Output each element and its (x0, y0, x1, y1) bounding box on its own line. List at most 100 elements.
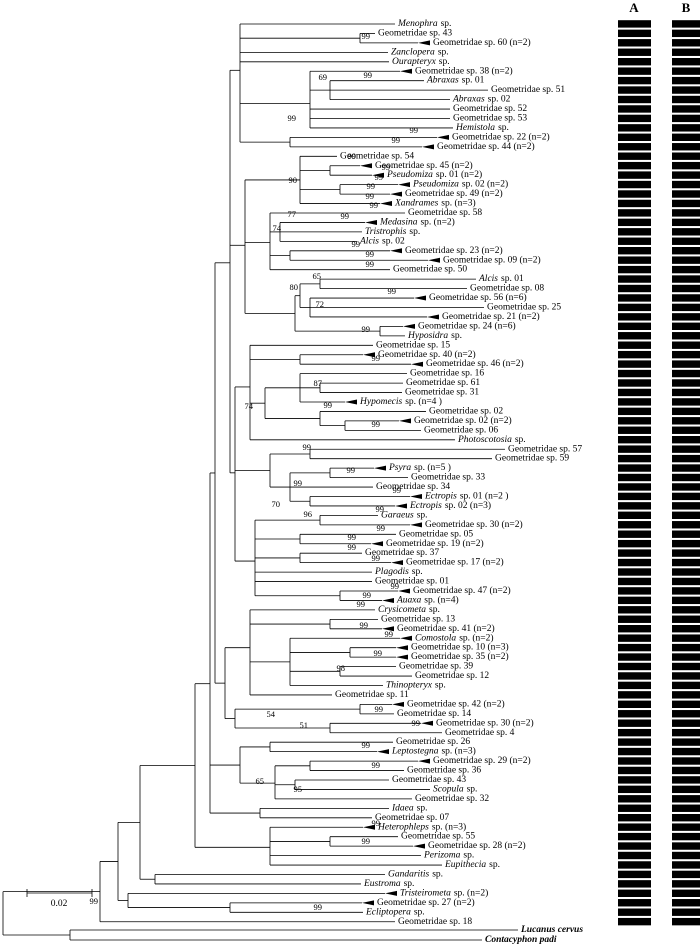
column-bar (618, 681, 651, 690)
column-bar (618, 851, 651, 860)
column-bar (672, 615, 700, 623)
bootstrap-value: 96 (304, 509, 313, 519)
collapsed-clade (427, 314, 439, 320)
column-bar (618, 511, 651, 519)
taxon-name: Geometridae sp. 40 (n=2) (378, 349, 476, 360)
column-bar (618, 776, 651, 784)
taxon-name: sp. (414, 907, 425, 917)
tip-label: Pseudomiza sp. 01 (n=2) (386, 169, 482, 180)
column-bar (618, 247, 651, 255)
column-bar (672, 549, 700, 557)
column-bar (618, 48, 651, 56)
taxon-name: Geometridae sp. 01 (375, 577, 449, 587)
taxon-name: Geometridae sp. 14 (397, 709, 471, 719)
tip-label: Geometridae sp. 60 (n=2) (433, 37, 531, 48)
tip-label: Geometridae sp. 54 (340, 151, 414, 161)
column-bar (672, 880, 700, 888)
taxon-name: Geometridae sp. 47 (n=2) (413, 585, 511, 596)
taxon-genus: Crysicometa (378, 605, 426, 615)
tip-label: Geometridae sp. 30 (n=2) (425, 519, 523, 530)
column-bar (618, 105, 651, 113)
tip-label: Geometridae sp. 33 (411, 473, 485, 483)
tip-label: Photoscotosia sp. (457, 435, 526, 445)
collapsed-clade (363, 824, 375, 830)
taxon-name: sp. 02 (n=2) (462, 179, 508, 190)
column-bar (672, 710, 700, 718)
column-bar (672, 596, 700, 605)
column-bar (618, 228, 651, 236)
column-bar (672, 502, 700, 510)
column-bar (672, 39, 700, 47)
bootstrap-value: 54 (267, 709, 276, 719)
column-bar (618, 114, 651, 123)
bootstrap-value: 99 (393, 485, 402, 495)
bootstrap-value: 99 (294, 478, 303, 488)
bootstrap-value: 95 (294, 784, 303, 794)
taxon-genus: Hyposidra (407, 331, 448, 341)
column-bar (618, 417, 651, 425)
tip-label: Hypomecis sp. (n=4 ) (359, 396, 442, 407)
bootstrap-value: 72 (316, 299, 325, 309)
taxon-name: sp. (n=4) (424, 595, 458, 606)
column-bar (672, 58, 700, 66)
column-bar (672, 473, 700, 482)
tip-label: Geometridae sp. 41 (n=2) (397, 623, 495, 634)
taxon-name: sp. (n=3) (441, 746, 475, 757)
tip-label: Geometridae sp. 56 (n=6) (429, 292, 527, 303)
taxon-genus: Alcis (359, 237, 379, 247)
taxon-name: Geometridae sp. 60 (n=2) (433, 37, 531, 48)
tip-label: Geometridae sp. 12 (415, 671, 489, 681)
collapsed-clade (410, 522, 422, 528)
column-bar (618, 407, 651, 416)
column-bar (672, 530, 700, 538)
column-bar (672, 256, 700, 264)
taxon-name: sp. (n=2) (459, 632, 493, 643)
column-bar (618, 161, 651, 170)
column-bar (618, 823, 651, 831)
column-bar (618, 785, 651, 794)
tip-label: Ectropis sp. 02 (n=3) (409, 500, 491, 511)
taxon-name: Geometridae sp. 29 (n=2) (433, 755, 531, 766)
taxon-genus: Ectropis (409, 501, 442, 511)
tip-label: Geometridae sp. 53 (453, 114, 527, 124)
column-bar (618, 521, 651, 529)
taxon-genus: Pseudomiza (412, 180, 459, 190)
column-bar (618, 577, 651, 586)
bootstrap-value: 99 (385, 629, 394, 639)
column-bar (618, 58, 651, 66)
taxon-name: sp. 02 (n=3) (445, 500, 491, 511)
column-bar (618, 587, 651, 595)
column-bar (618, 256, 651, 264)
tip-label: Alcis sp. 01 (478, 274, 524, 284)
column-bar (672, 20, 700, 28)
taxon-name: Geometridae sp. 37 (365, 548, 439, 558)
bootstrap-value: 99 (375, 704, 384, 714)
taxon-name: Geometridae sp. 36 (407, 766, 481, 776)
column-bar (618, 719, 651, 727)
column-bar (618, 76, 651, 85)
column-bar (672, 728, 700, 737)
column-bar (618, 152, 651, 160)
taxon-name: Geometridae sp. 42 (n=2) (407, 699, 505, 710)
column-bar (672, 265, 700, 274)
column-bar (618, 209, 651, 217)
column-header: A (629, 0, 639, 15)
tip-label: Geometridae sp. 4 (445, 728, 515, 738)
taxon-name: sp. 02 (382, 237, 405, 247)
column-bar (672, 814, 700, 822)
tip-label: Zanclopera sp. (391, 48, 449, 58)
taxon-name: Geometridae sp. 61 (406, 378, 480, 388)
bootstrap-value: 99 (370, 200, 379, 210)
column-bar (672, 445, 700, 453)
column-bar (618, 483, 651, 491)
column-bar (672, 218, 700, 227)
tip-label: Geometridae sp. 52 (453, 104, 527, 114)
collapsed-clade (399, 418, 411, 424)
column-bar (618, 20, 651, 28)
column-bar (618, 445, 651, 453)
taxon-genus: Photoscotosia (457, 435, 512, 445)
column-bar (618, 284, 651, 293)
tip-label: Geometridae sp. 43 (378, 29, 452, 39)
taxon-name: sp. (463, 851, 474, 861)
collapsed-clade (372, 172, 384, 178)
